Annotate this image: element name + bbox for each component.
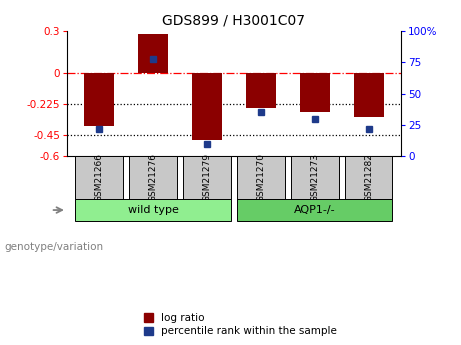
Bar [237,199,392,221]
Bar [76,199,230,221]
Bar [192,73,222,140]
Bar [291,156,338,199]
Bar [138,34,168,73]
Text: genotype/variation: genotype/variation [5,242,104,252]
Text: GSM21266: GSM21266 [95,153,104,202]
Bar [84,73,114,126]
Legend: log ratio, percentile rank within the sample: log ratio, percentile rank within the sa… [143,313,337,336]
Bar [130,156,177,199]
Text: GSM21273: GSM21273 [310,153,319,202]
Text: GSM21282: GSM21282 [364,154,373,202]
Bar [183,156,230,199]
Bar [76,156,123,199]
Text: wild type: wild type [128,205,178,215]
Text: GSM21270: GSM21270 [256,153,266,202]
Bar [354,73,384,117]
Bar [237,156,284,199]
Text: GSM21276: GSM21276 [148,153,158,202]
Title: GDS899 / H3001C07: GDS899 / H3001C07 [162,13,306,27]
Bar [300,73,330,112]
Bar [345,156,392,199]
Text: AQP1-/-: AQP1-/- [294,205,336,215]
Bar [246,73,276,108]
Text: GSM21279: GSM21279 [202,153,212,202]
